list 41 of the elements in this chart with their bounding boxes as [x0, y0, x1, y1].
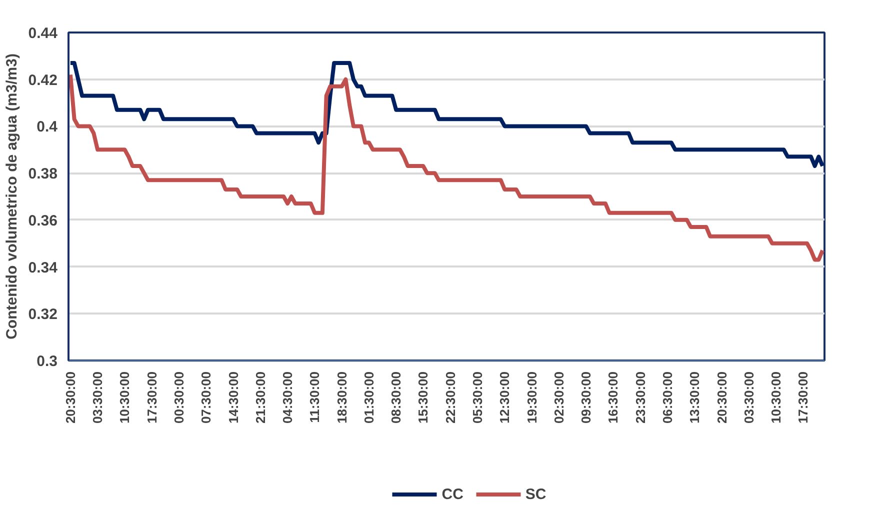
x-tick-label: 03:30:00 — [90, 371, 106, 424]
x-tick-label: 03:30:00 — [741, 371, 756, 424]
y-tick-label: 0.32 — [28, 306, 58, 324]
x-tick-label: 15:30:00 — [416, 371, 431, 424]
x-tick-label: 09:30:00 — [578, 371, 594, 424]
x-tick-label: 22:30:00 — [442, 371, 458, 424]
x-tick-label: 10:30:00 — [117, 371, 132, 424]
y-axis-title: Contenido volumetrico de agua (m3/m3) — [3, 54, 20, 340]
y-tick-label: 0.38 — [28, 166, 58, 183]
x-tick-label: 01:30:00 — [361, 371, 376, 424]
x-tick-label: 16:30:00 — [606, 371, 621, 424]
line-series — [68, 60, 824, 168]
x-tick-label: 06:30:00 — [660, 371, 675, 424]
x-tick-label: 13:30:00 — [687, 371, 702, 424]
y-tick-label: 0.44 — [28, 25, 58, 42]
x-tick-label: 02:30:00 — [551, 371, 566, 424]
y-tick-label: 0.42 — [28, 72, 58, 89]
x-tick-label: 14:30:00 — [226, 371, 241, 424]
x-tick-label: 21:30:00 — [252, 371, 268, 424]
x-tick-label: 23:30:00 — [632, 371, 648, 424]
x-tick-label: 19:30:00 — [524, 371, 540, 424]
x-tick-label: 00:30:00 — [171, 371, 186, 424]
legend-label: CC — [442, 486, 464, 502]
x-tick-label: 05:30:00 — [470, 371, 486, 424]
y-tick-label: 0.3 — [36, 353, 58, 370]
y-tick-label: 0.36 — [28, 212, 58, 230]
x-tick-label: 11:30:00 — [307, 371, 322, 423]
y-tick-label: 0.34 — [28, 259, 58, 276]
x-tick-label: 08:30:00 — [388, 371, 404, 424]
legend-label: SC — [525, 486, 546, 502]
x-tick-label: 07:30:00 — [198, 371, 214, 424]
x-tick-label: 20:30:00 — [714, 371, 730, 424]
x-tick-label: 17:30:00 — [144, 371, 160, 424]
y-tick-label: 0.4 — [36, 118, 58, 136]
x-tick-label: 20:30:00 — [62, 371, 78, 424]
x-tick-label: 18:30:00 — [334, 371, 350, 424]
x-tick-label: 17:30:00 — [796, 371, 811, 424]
x-tick-label: 10:30:00 — [768, 371, 784, 424]
x-tick-label: 04:30:00 — [280, 371, 296, 424]
line-series — [68, 72, 824, 262]
x-tick-label: 12:30:00 — [497, 371, 512, 424]
